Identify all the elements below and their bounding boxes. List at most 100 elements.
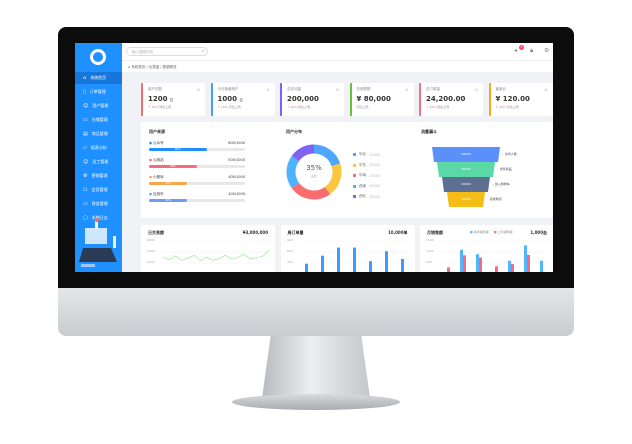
info-icon[interactable]: ⊙ <box>266 87 270 92</box>
dashboard-screen: ⌂ 系统首页 ▯ 订单管理 ☺ 用户管理 ▭ 仓储管理 ▤ 商品管理 ▱ 报表分析 ☺ 员工管理 ⚙ 营销管理… <box>75 43 553 272</box>
bar <box>447 267 450 272</box>
donut-legend-item[interactable]: 华北 10000 <box>353 152 380 157</box>
breadcrumb-text[interactable]: 系统首页 / 仪表盘 / 数据概览 <box>131 65 177 69</box>
progress-fill: 50% <box>149 165 197 168</box>
bar <box>524 245 527 272</box>
donut-legend-item[interactable]: 西北 10000 <box>353 194 380 199</box>
funnel-label: • 浏览商品 <box>497 167 512 171</box>
search-icon[interactable]: ⌕ <box>202 48 205 53</box>
progress-fill: 60% <box>149 148 207 151</box>
donut-legend-item[interactable]: 西南 10000 <box>353 184 380 189</box>
donut-slice[interactable] <box>291 182 331 200</box>
gear-icon[interactable]: ⚙ <box>544 47 550 54</box>
stat-card[interactable]: 总订单量 ⊙ 24,200.00 ↓ 20% 同比上周 <box>419 83 483 116</box>
sidebar-item-label: 员工管理 <box>92 159 109 164</box>
info-icon[interactable]: ⊙ <box>405 87 409 92</box>
chart-total: ¥3,000,000 <box>242 230 268 235</box>
bar <box>336 247 340 272</box>
sidebar-item-label: 仓储管理 <box>91 117 108 122</box>
sidebar-item[interactable]: ▢ 系统日志 <box>75 212 122 224</box>
donut-legend-item[interactable]: 华南 10000 <box>353 173 380 178</box>
chart-plot: 1500 1000 500 <box>426 238 550 272</box>
stat-value: ¥ 120.00 <box>495 95 530 103</box>
sidebar-item[interactable]: ▯ 订单管理 <box>75 86 122 98</box>
funnel-stage[interactable]: 20000 <box>442 177 490 192</box>
stat-trend-label: 同比上周 <box>506 105 519 109</box>
progress-value: 500/1000 <box>228 158 245 162</box>
progress-bar: 50% <box>149 165 245 168</box>
progress-value: 400/1000 <box>228 192 245 196</box>
chart-plot: 900 600 300 <box>287 238 411 272</box>
stat-card[interactable]: 总销售额 ⊙ ¥ 80,000 同比上周 <box>349 83 414 116</box>
sidebar-item-label: 营销管理 <box>91 173 108 178</box>
donut-legend-item[interactable]: 华东 10000 <box>353 163 380 168</box>
funnel-stage[interactable]: 10000 <box>447 192 485 207</box>
goods-icon: ▤ <box>83 131 88 137</box>
home-icon: ⌂ <box>83 75 87 81</box>
sidebar-item[interactable]: ☖ 会员管理 <box>75 184 122 196</box>
funnel-value: 20000 <box>461 152 471 156</box>
sidebar-item[interactable]: ▭ 仓储管理 <box>75 114 122 126</box>
bar <box>508 260 511 272</box>
settings-icon: ⚙ <box>83 173 88 179</box>
y-tick-label: 300 <box>287 260 293 264</box>
stat-card[interactable]: 客单价 ⊙ ¥ 120.00 ↑ 10% 同比上周 <box>488 83 553 116</box>
info-icon[interactable]: ⊙ <box>544 87 548 92</box>
donut-center-value: 35% <box>306 164 322 172</box>
staff-icon: ☺ <box>83 159 89 165</box>
funnel-stage[interactable]: 20000 <box>437 162 495 177</box>
donut-slice[interactable] <box>313 144 341 167</box>
donut-slice[interactable] <box>324 163 342 195</box>
donut-slice[interactable] <box>291 144 315 162</box>
stat-trend: ↓ 20% <box>426 105 437 109</box>
stat-value: 200,000 <box>287 95 319 103</box>
funnel-stage[interactable]: 20000 <box>432 147 500 162</box>
chart-total: 10,000单 <box>388 230 408 235</box>
funnel-title: 流量漏斗 <box>421 129 437 134</box>
stat-trend: ↑ 10% <box>495 105 506 109</box>
sidebar-item[interactable]: ☺ 用户管理 <box>75 100 122 112</box>
monitor-icon: ▢ <box>83 215 88 221</box>
stat-trend: ↑ 10% <box>287 105 298 109</box>
info-icon[interactable]: ⊙ <box>474 87 478 92</box>
sidebar-item[interactable]: ⌂ 系统首页 <box>75 72 122 84</box>
legend-value: 10000 <box>369 194 381 199</box>
info-icon[interactable]: ⊙ <box>196 87 200 92</box>
home-icon: ⌂ <box>128 65 132 69</box>
stat-trend: ↑ 10% <box>217 105 228 109</box>
legend-item[interactable]: ■ 本月销售额 <box>470 230 489 234</box>
stat-value: ¥ 80,000 <box>356 95 391 103</box>
notification-icon[interactable]: ◂ <box>514 47 518 54</box>
legend-label: 华北 <box>359 152 366 156</box>
funnel-value: 10000 <box>461 197 471 201</box>
monitor-base <box>232 394 400 410</box>
bar <box>368 261 372 272</box>
chart-card: 日交易额 ¥3,000,000 6000 4000 2000 <box>141 225 275 272</box>
sidebar-item[interactable]: ▱ 报表分析 <box>75 142 122 154</box>
stat-title: 用户总数 <box>148 87 162 91</box>
sidebar-item[interactable]: ▤ 商品管理 <box>75 128 122 140</box>
progress-fill: 40% <box>149 199 188 202</box>
progress-value: 400/1000 <box>228 175 245 179</box>
lock-icon[interactable]: 🔒︎ <box>530 47 534 54</box>
stat-card[interactable]: 总访问量 ⊙ 200,000 ↑ 10% 同比上周 <box>280 83 344 116</box>
bar <box>320 255 324 272</box>
chart-plot: 6000 4000 2000 <box>147 238 271 264</box>
sidebar-item-label: 系统日志 <box>91 215 108 220</box>
stat-value: 1200 <box>148 95 168 103</box>
progress-label: 公众号 <box>153 141 164 145</box>
sidebar-item[interactable]: ⚙ 营销管理 <box>75 170 122 182</box>
sidebar-item-label: 订单管理 <box>89 89 106 94</box>
donut-slice[interactable] <box>286 155 300 189</box>
funnel-label: • 访问人数 <box>502 152 517 156</box>
info-icon[interactable]: ⊙ <box>335 87 339 92</box>
stat-card[interactable]: 用户总数 ⊙ 1200 位 ↑ 10% 同比上周 <box>141 83 205 116</box>
search-input[interactable]: 输入搜索内容 <box>126 47 208 56</box>
stat-card[interactable]: 今日新增用户 ⊙ 1000 位 ↑ 10% 同比上周 <box>210 83 275 116</box>
stat-title: 今日新增用户 <box>217 87 239 91</box>
y-tick-label: 6000 <box>147 238 155 242</box>
sidebar-item[interactable]: ▭ 财务管理 <box>75 198 122 210</box>
sidebar-item[interactable]: ☺ 员工管理 <box>75 156 122 168</box>
legend-value: 10000 <box>369 173 381 178</box>
legend-item[interactable]: ■ 上月销售额 <box>493 230 513 234</box>
